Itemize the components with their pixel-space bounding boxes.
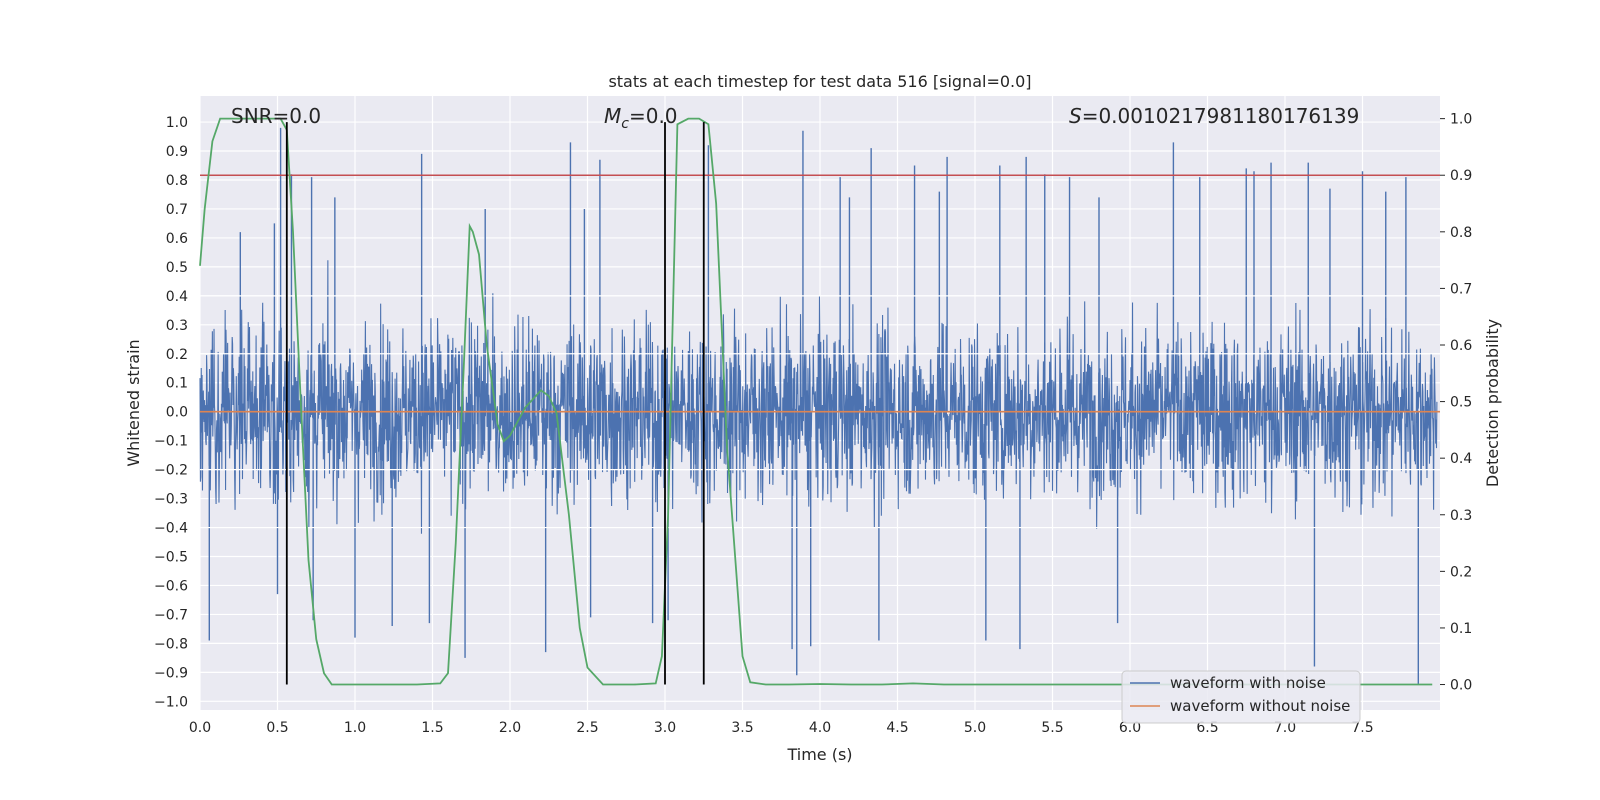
- legend-label-noisy: waveform with noise: [1170, 674, 1326, 692]
- plot-area: [199, 117, 1440, 686]
- detection-probability-line: [199, 117, 1433, 686]
- x-tick-label: 3.0: [654, 720, 676, 736]
- y-tick-label-left: 0.8: [166, 173, 188, 189]
- x-tick-label: 2.5: [576, 720, 598, 736]
- y-axis-label-right: Detection probability: [1483, 319, 1502, 487]
- x-tick-label: 0.5: [266, 720, 288, 736]
- legend-box: [1121, 670, 1361, 724]
- y-tick-label-left: 0.0: [166, 405, 188, 421]
- chirp-mass-annotation: Mc=0.0: [604, 104, 678, 132]
- chirp-mass-value: =0.0: [629, 104, 678, 128]
- x-tick-label: 7.0: [1274, 720, 1296, 736]
- y-tick-label-right: 0.3: [1450, 508, 1472, 524]
- y-tick-label-left: −0.4: [154, 521, 188, 537]
- y-tick-label-left: −0.8: [154, 636, 188, 652]
- x-tick-label: 6.5: [1196, 720, 1218, 736]
- noisy-waveform-line: [199, 260, 1438, 534]
- y-tick-label-left: 0.5: [166, 260, 188, 276]
- legend-label-clean: waveform without noise: [1170, 697, 1350, 715]
- y-tick-label-left: 0.7: [166, 202, 188, 218]
- y-tick-label-left: 1.0: [166, 115, 188, 131]
- y-tick-label-right: 0.6: [1450, 338, 1472, 354]
- y-tick-label-left: −0.3: [154, 492, 188, 508]
- score-symbol: S: [1069, 104, 1082, 128]
- x-tick-label: 5.5: [1041, 720, 1063, 736]
- x-tick-label: 0.0: [189, 720, 211, 736]
- snr-annotation: SNR=0.0: [231, 104, 321, 128]
- chirp-mass-symbol: M: [604, 104, 621, 128]
- x-tick-label: 6.0: [1119, 720, 1141, 736]
- score-value: =0.0010217981180176139: [1082, 104, 1360, 128]
- y-axis-label-left: Whitened strain: [124, 339, 143, 466]
- score-annotation: S=0.0010217981180176139: [1069, 104, 1359, 128]
- y-tick-label-left: −1.0: [154, 694, 188, 710]
- y-tick-label-right: 0.2: [1450, 564, 1472, 580]
- x-tick-label: 1.5: [421, 720, 443, 736]
- chirp-mass-subscript: c: [621, 116, 629, 132]
- y-tick-label-left: −0.9: [154, 665, 188, 681]
- chart-title: stats at each timestep for test data 516…: [608, 72, 1031, 91]
- x-tick-label: 1.0: [344, 720, 366, 736]
- legend: waveform with noise waveform without noi…: [1121, 670, 1361, 724]
- x-tick-label: 4.0: [809, 720, 831, 736]
- y-tick-label-right: 0.9: [1450, 168, 1472, 184]
- y-tick-label-right: 0.5: [1450, 395, 1472, 411]
- y-tick-label-left: 0.6: [166, 231, 188, 247]
- y-tick-label-right: 0.1: [1450, 621, 1472, 637]
- y-tick-label-right: 0.7: [1450, 281, 1472, 297]
- x-tick-label: 3.5: [731, 720, 753, 736]
- y-tick-label-right: 0.4: [1450, 451, 1472, 467]
- x-tick-label: 7.5: [1351, 720, 1373, 736]
- x-tick-label: 2.0: [499, 720, 521, 736]
- x-axis-label: Time (s): [786, 745, 852, 764]
- y-tick-label-left: 0.2: [166, 347, 188, 363]
- y-tick-label-left: 0.4: [166, 289, 188, 305]
- y-tick-label-right: 0.8: [1450, 225, 1472, 241]
- y-tick-label-left: 0.3: [166, 318, 188, 334]
- y-tick-label-left: −0.6: [154, 578, 188, 594]
- x-tick-label: 4.5: [886, 720, 908, 736]
- y-tick-label-right: 0.0: [1450, 678, 1472, 694]
- y-tick-label-right: 1.0: [1450, 112, 1472, 128]
- y-tick-label-left: 0.9: [166, 144, 188, 160]
- axes: 0.0 0.5 1.0 1.5 2.0 2.5 3.0 3.5 4.0 4.5 5.0 5.5 6.0 6…: [154, 112, 1472, 736]
- y-tick-label-left: −0.1: [154, 434, 188, 450]
- y-tick-label-left: −0.5: [154, 550, 188, 566]
- y-tick-label-left: −0.2: [154, 463, 188, 479]
- x-tick-label: 5.0: [964, 720, 986, 736]
- y-tick-label-left: 0.1: [166, 376, 188, 392]
- y-tick-label-left: −0.7: [154, 607, 188, 623]
